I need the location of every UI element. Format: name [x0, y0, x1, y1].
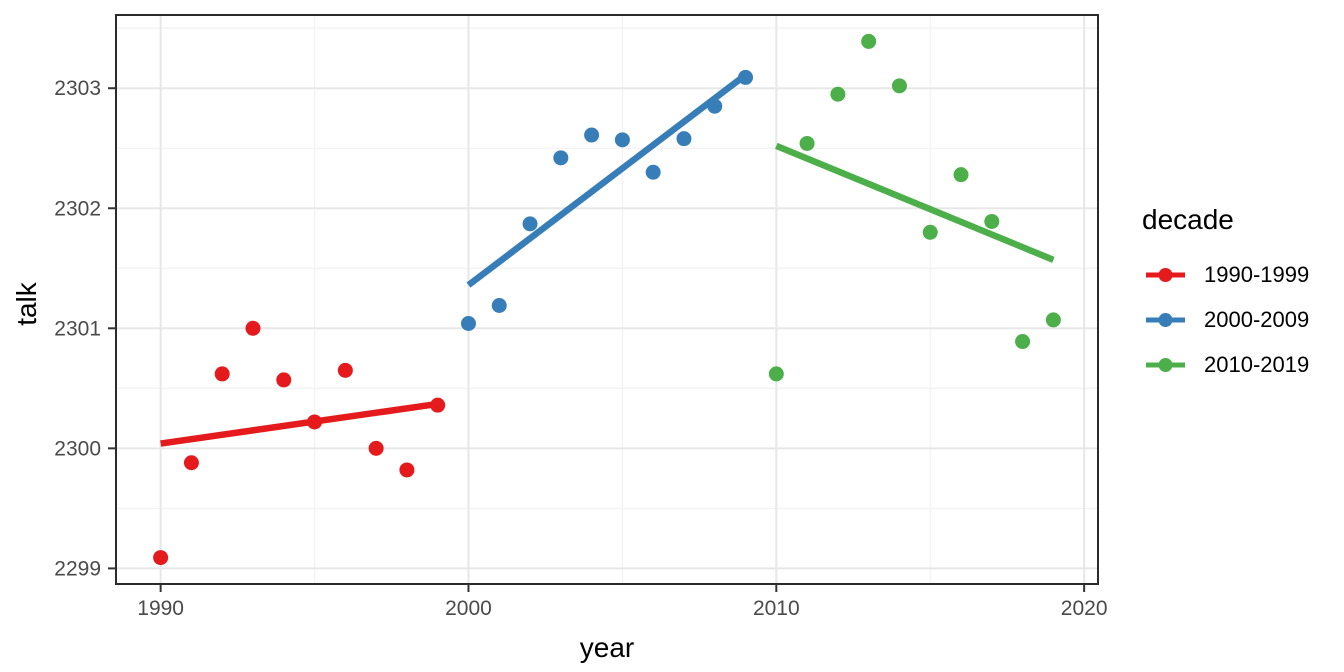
x-tick-label: 2010	[753, 597, 800, 620]
data-point-2000-2009	[460, 316, 476, 332]
data-point-1990-1999	[368, 440, 384, 456]
data-point-1990-1999	[214, 366, 230, 382]
data-point-2000-2009	[553, 150, 569, 166]
data-point-2010-2019	[830, 86, 846, 102]
x-tick-label: 1990	[137, 597, 184, 620]
y-axis-title: talk	[11, 282, 42, 326]
legend: decade 1990-1999 2000-2009 2010-2019	[1142, 206, 1309, 397]
legend-key-icon	[1146, 268, 1185, 282]
y-tick-label: 2303	[54, 77, 101, 100]
data-point-1990-1999	[276, 372, 292, 388]
x-tick-label: 2000	[445, 597, 492, 620]
trend-line-1990-1999	[160, 400, 439, 447]
legend-label: 2010-2019	[1204, 352, 1310, 377]
legend-entry: 2000-2009	[1142, 307, 1309, 333]
panel-border	[115, 14, 1099, 585]
data-point-2010-2019	[1015, 334, 1031, 350]
data-point-2010-2019	[768, 366, 784, 382]
data-point-2010-2019	[799, 135, 815, 151]
data-point-2010-2019	[861, 33, 877, 49]
legend-title: decade	[1142, 204, 1234, 235]
data-point-1990-1999	[183, 455, 199, 471]
data-point-2010-2019	[891, 78, 907, 94]
data-point-1990-1999	[153, 550, 169, 566]
data-point-1990-1999	[337, 362, 353, 378]
legend-key-icon	[1146, 313, 1185, 327]
data-point-2010-2019	[984, 213, 1000, 229]
legend-label: 2000-2009	[1204, 307, 1310, 332]
y-tick-label: 2300	[54, 437, 101, 460]
x-tick-label: 2020	[1061, 597, 1108, 620]
legend-key-icon	[1146, 358, 1185, 372]
x-axis-title: year	[579, 632, 635, 663]
data-point-2010-2019	[1045, 312, 1061, 328]
data-point-2000-2009	[491, 298, 507, 314]
data-point-2000-2009	[645, 164, 661, 180]
y-tick-label: 2301	[54, 317, 101, 340]
legend-label: 1990-1999	[1204, 262, 1310, 287]
legend-entries: 1990-1999 2000-2009 2010-2019	[1142, 262, 1309, 378]
data-point-2000-2009	[584, 127, 600, 143]
data-point-2010-2019	[953, 167, 969, 183]
data-point-1990-1999	[399, 462, 415, 478]
data-point-1990-1999	[245, 320, 261, 336]
data-point-2010-2019	[922, 224, 938, 240]
legend-entry: 1990-1999	[1142, 262, 1309, 288]
y-tick-label: 2299	[54, 557, 101, 580]
data-point-2000-2009	[522, 216, 538, 232]
y-tick-label: 2302	[54, 197, 101, 220]
trend-line-2010-2019	[775, 142, 1055, 263]
data-point-2000-2009	[614, 132, 630, 148]
legend-entry: 2010-2019	[1142, 352, 1309, 378]
trend-line-2000-2009	[466, 72, 748, 288]
data-point-2000-2009	[676, 131, 692, 147]
